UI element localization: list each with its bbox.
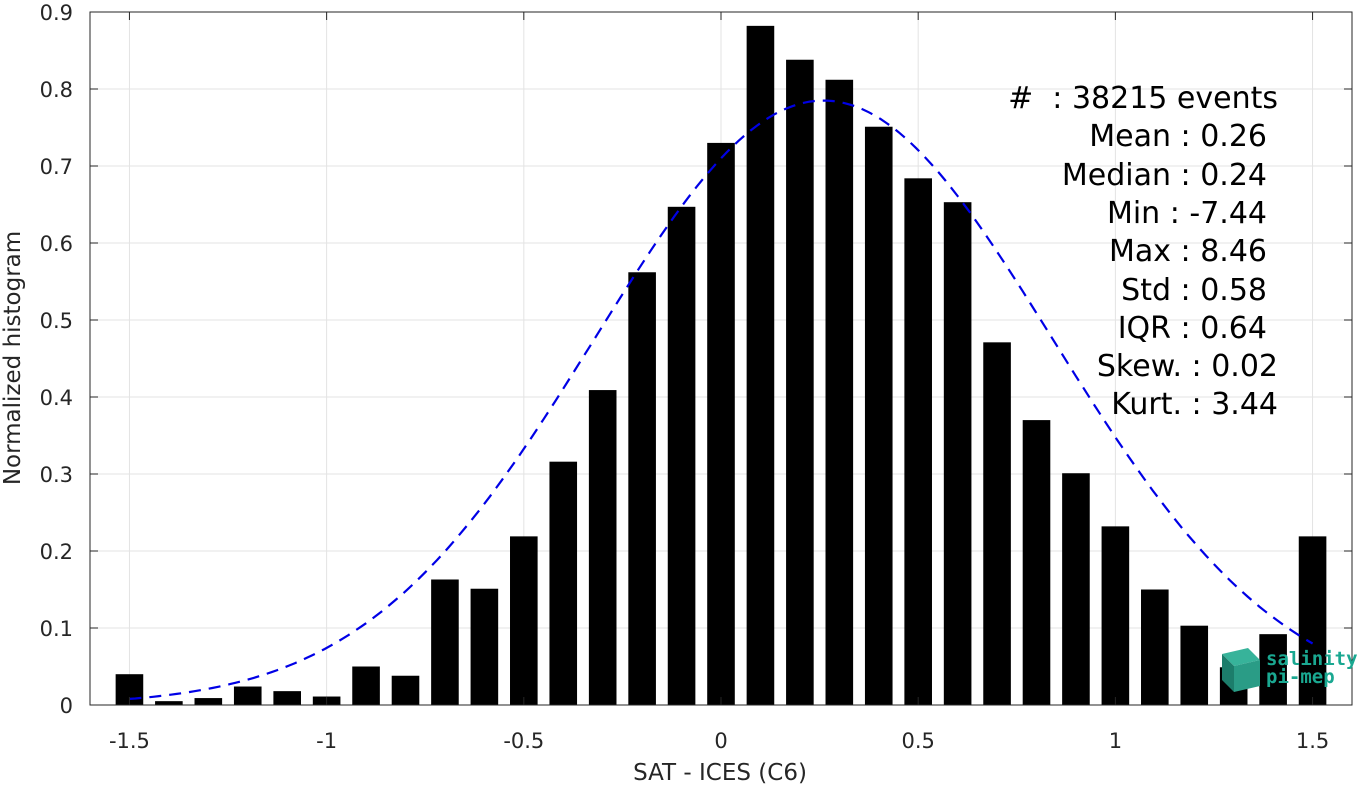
y-tick-label: 0.1: [40, 617, 73, 641]
y-axis-label: Normalized histogram: [0, 231, 26, 485]
histogram-bar: [825, 79, 854, 705]
logo-line-salinity: salinity: [1266, 648, 1358, 670]
x-tick-label: -1: [316, 729, 337, 753]
histogram-bar: [1022, 420, 1051, 705]
stat-line: Skew. : 0.02: [1096, 349, 1278, 385]
x-tick-label: 1: [1109, 729, 1122, 753]
stat-line: Mean : 0.26: [1089, 119, 1267, 155]
histogram-bar: [391, 675, 420, 705]
x-axis-ticks: -1.5 -1 -0.5 0 0.5 1 1.5: [109, 12, 1329, 753]
stat-line: Max : 8.46: [1109, 234, 1267, 270]
histogram-bar: [1141, 589, 1169, 705]
x-tick-label: -1.5: [109, 729, 150, 753]
gaussian-fit-curve: [129, 99, 1314, 700]
y-tick-label: 0.5: [40, 309, 73, 333]
histogram-bar: [904, 178, 932, 705]
y-tick-label: 0.6: [40, 232, 73, 256]
y-tick-label: 0.4: [40, 386, 73, 410]
x-tick-label: 0.5: [901, 729, 934, 753]
x-tick-label: 1.5: [1296, 729, 1329, 753]
x-tick-label: 0: [714, 729, 727, 753]
stat-line: IQR : 0.64: [1117, 310, 1267, 346]
histogram-bar: [1259, 634, 1287, 705]
histogram-bar: [549, 461, 578, 705]
histogram-bar: [628, 272, 656, 705]
y-tick-label: 0.9: [40, 1, 73, 25]
histogram-bar: [588, 390, 617, 705]
histogram-bar: [510, 536, 538, 705]
histogram-bar: [864, 126, 893, 706]
logo-cube-icon: [1222, 648, 1260, 692]
stat-line: Kurt. : 3.44: [1111, 387, 1278, 423]
histogram-bar: [746, 25, 775, 706]
histogram-bar: [1062, 473, 1090, 705]
y-axis-ticks: 0 0.1 0.2 0.3 0.4 0.5 0.6 0.7 0.8 0.9: [40, 1, 1352, 718]
histogram-bar: [1101, 526, 1130, 705]
histogram-bar: [707, 142, 735, 705]
histogram-bar: [667, 206, 696, 705]
stat-line: # : 38215 events: [1008, 81, 1278, 116]
logo-line-pimep: pi-mep: [1266, 666, 1335, 688]
x-tick-label: -0.5: [503, 729, 544, 753]
histogram-bar: [233, 686, 262, 705]
histogram-bar: [1180, 625, 1209, 705]
stat-line: Median : 0.24: [1061, 157, 1267, 193]
x-axis-label: SAT - ICES (C6): [633, 760, 807, 785]
y-tick-label: 0.2: [40, 540, 73, 564]
histogram-bar: [786, 59, 814, 706]
histogram-bar: [273, 691, 301, 705]
histogram-bar: [194, 698, 223, 705]
histogram-bar: [431, 579, 459, 705]
y-tick-label: 0.7: [40, 155, 73, 179]
histogram-bar: [155, 701, 183, 705]
histogram-bar: [352, 666, 380, 705]
y-tick-label: 0.8: [40, 78, 73, 102]
stat-line: Std : 0.58: [1121, 272, 1267, 308]
histogram-bar: [943, 202, 972, 705]
histogram-bar: [1298, 536, 1327, 705]
histogram-bar: [983, 342, 1011, 705]
histogram-bars: [115, 25, 1327, 706]
histogram-bar: [470, 588, 499, 705]
y-tick-label: 0.3: [40, 463, 73, 487]
stat-line: Min : -7.44: [1106, 195, 1267, 231]
y-tick-label: 0: [60, 694, 73, 718]
salinity-pimep-logo: salinity pi-mep: [1218, 646, 1358, 694]
